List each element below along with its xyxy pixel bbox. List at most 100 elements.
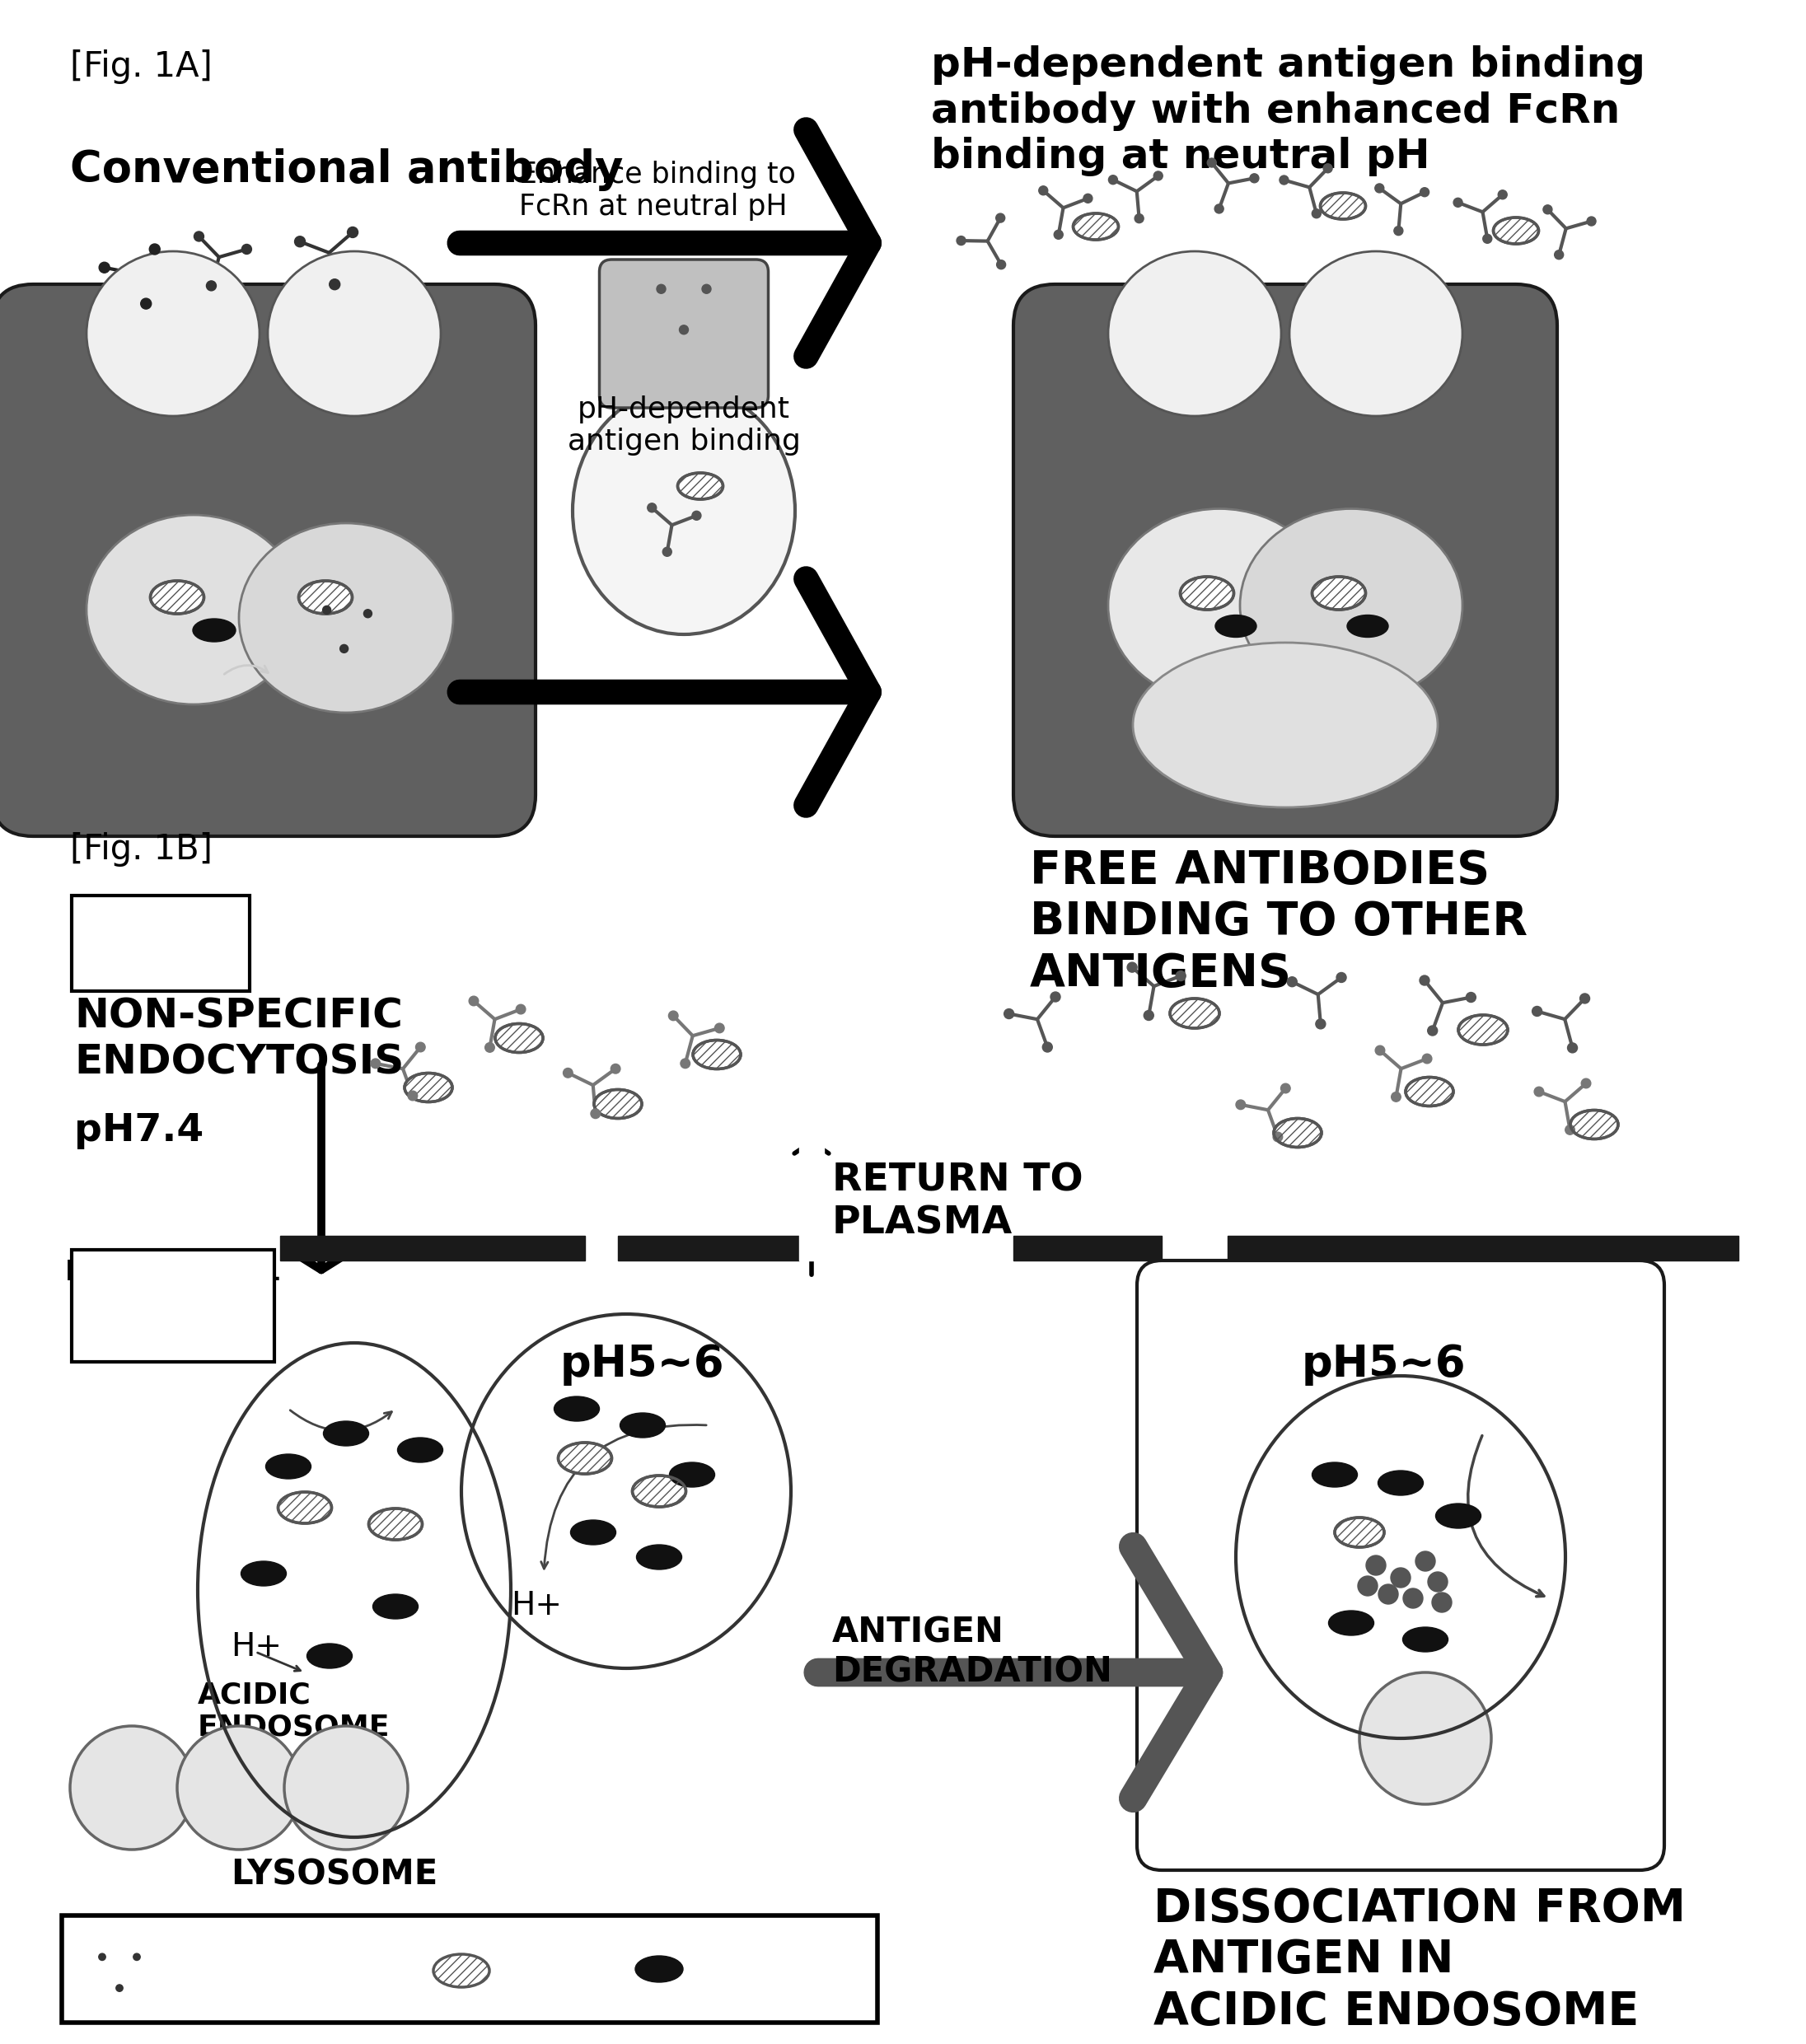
Text: pH5~6: pH5~6 <box>1302 1343 1466 1386</box>
Circle shape <box>347 227 358 237</box>
Text: pH-dependent
antigen binding: pH-dependent antigen binding <box>567 394 800 456</box>
Circle shape <box>134 1954 141 1960</box>
Circle shape <box>1555 249 1564 260</box>
Ellipse shape <box>368 1508 423 1539</box>
Circle shape <box>323 605 330 613</box>
Circle shape <box>1004 1010 1013 1018</box>
Circle shape <box>141 298 152 309</box>
Ellipse shape <box>558 1443 612 1474</box>
Circle shape <box>1535 1087 1544 1096</box>
Bar <box>280 1237 585 1261</box>
Circle shape <box>1587 217 1597 225</box>
Circle shape <box>340 644 349 652</box>
Text: NON-SPECIFIC
ENDOCYTOSIS: NON-SPECIFIC ENDOCYTOSIS <box>74 997 405 1081</box>
Circle shape <box>1109 176 1118 184</box>
Ellipse shape <box>323 1421 368 1445</box>
Circle shape <box>1394 227 1403 235</box>
FancyBboxPatch shape <box>61 1915 878 2024</box>
Circle shape <box>591 1110 600 1118</box>
Ellipse shape <box>636 1545 683 1570</box>
Ellipse shape <box>1403 1627 1448 1652</box>
Circle shape <box>1391 1568 1410 1588</box>
Circle shape <box>1042 1042 1053 1053</box>
Ellipse shape <box>267 251 441 417</box>
Text: Conventional antibody: Conventional antibody <box>70 149 623 192</box>
Ellipse shape <box>240 1562 287 1586</box>
Ellipse shape <box>670 1461 715 1488</box>
Circle shape <box>206 280 217 290</box>
Circle shape <box>1051 991 1060 1002</box>
Circle shape <box>1311 208 1320 219</box>
Circle shape <box>486 1042 495 1053</box>
Circle shape <box>1580 993 1589 1004</box>
Bar <box>1228 1237 1739 1261</box>
Text: H+: H+ <box>231 1631 282 1662</box>
Circle shape <box>363 609 372 617</box>
Circle shape <box>995 213 1004 223</box>
Circle shape <box>242 245 251 253</box>
Text: :ANTIBODY: :ANTIBODY <box>135 1936 347 1970</box>
Ellipse shape <box>1405 1077 1454 1106</box>
Ellipse shape <box>1378 1470 1423 1496</box>
Text: BLOOD
VESSEL: BLOOD VESSEL <box>94 905 228 973</box>
Circle shape <box>668 1012 677 1020</box>
Circle shape <box>679 325 688 335</box>
Circle shape <box>1360 1672 1492 1805</box>
Circle shape <box>1582 1079 1591 1087</box>
Ellipse shape <box>495 1024 544 1053</box>
Circle shape <box>1403 1588 1423 1609</box>
Ellipse shape <box>1215 615 1257 638</box>
Circle shape <box>1429 1572 1448 1592</box>
Text: ACIDIC
ENDOSOME: ACIDIC ENDOSOME <box>197 1680 390 1741</box>
Ellipse shape <box>1313 576 1365 609</box>
Circle shape <box>1391 1091 1401 1102</box>
FancyBboxPatch shape <box>72 1249 275 1361</box>
Circle shape <box>116 1985 123 1991</box>
Text: pH5~6: pH5~6 <box>560 1343 724 1386</box>
Circle shape <box>193 231 204 241</box>
Circle shape <box>1427 1026 1438 1036</box>
Circle shape <box>1420 188 1429 196</box>
Ellipse shape <box>1329 1611 1374 1635</box>
Circle shape <box>70 1725 193 1850</box>
Circle shape <box>563 1069 573 1077</box>
Text: pH7.4: pH7.4 <box>74 1112 204 1149</box>
Ellipse shape <box>433 1954 489 1987</box>
FancyBboxPatch shape <box>600 260 768 409</box>
Circle shape <box>692 511 701 519</box>
Circle shape <box>703 284 712 294</box>
Text: [Fig. 1A]: [Fig. 1A] <box>70 49 213 84</box>
Ellipse shape <box>193 619 235 642</box>
Ellipse shape <box>619 1412 665 1437</box>
Bar <box>1013 1237 1161 1261</box>
Text: :ANTIGEN: :ANTIGEN <box>495 1936 681 1970</box>
Ellipse shape <box>307 1643 352 1668</box>
Bar <box>800 1136 824 1261</box>
Ellipse shape <box>1170 1000 1219 1028</box>
Circle shape <box>1280 1083 1289 1094</box>
Ellipse shape <box>571 1521 616 1545</box>
Circle shape <box>1416 1551 1436 1572</box>
Circle shape <box>1279 176 1288 184</box>
Circle shape <box>99 1954 105 1960</box>
Ellipse shape <box>1571 1110 1618 1139</box>
Circle shape <box>1568 1042 1577 1053</box>
Ellipse shape <box>298 580 352 613</box>
Circle shape <box>1420 975 1430 985</box>
Ellipse shape <box>573 386 795 634</box>
Circle shape <box>1317 1020 1326 1028</box>
Circle shape <box>294 237 305 247</box>
Ellipse shape <box>1457 1016 1508 1044</box>
Circle shape <box>415 1042 424 1053</box>
Ellipse shape <box>677 472 722 499</box>
Text: ANTIGEN
DEGRADATION: ANTIGEN DEGRADATION <box>833 1615 1112 1690</box>
Ellipse shape <box>1436 1504 1481 1529</box>
Circle shape <box>647 503 656 513</box>
Text: FREE ANTIBODIES
BINDING TO OTHER
ANTIGENS: FREE ANTIBODIES BINDING TO OTHER ANTIGEN… <box>1029 848 1528 995</box>
Circle shape <box>177 1725 302 1850</box>
Ellipse shape <box>397 1437 442 1461</box>
Circle shape <box>470 995 479 1006</box>
Circle shape <box>284 1725 408 1850</box>
Text: LYSOSOME: LYSOSOME <box>231 1858 437 1893</box>
Circle shape <box>1134 215 1143 223</box>
